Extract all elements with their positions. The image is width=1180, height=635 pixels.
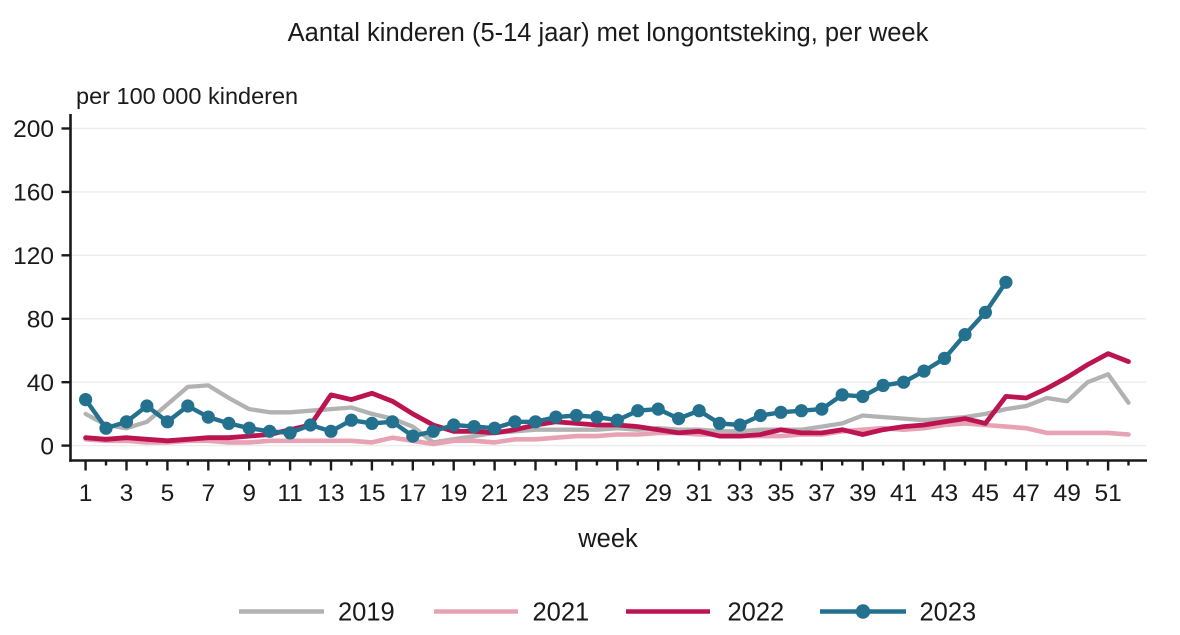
svg-text:7: 7	[201, 480, 215, 507]
svg-text:25: 25	[563, 480, 590, 507]
svg-text:2021: 2021	[533, 599, 590, 627]
svg-text:21: 21	[481, 480, 508, 507]
svg-text:43: 43	[931, 480, 958, 507]
svg-text:Aantal kinderen (5-14 jaar) me: Aantal kinderen (5-14 jaar) met longonts…	[288, 19, 929, 47]
svg-text:3: 3	[120, 480, 134, 507]
svg-text:13: 13	[317, 480, 344, 507]
svg-text:per 100 000 kinderen: per 100 000 kinderen	[76, 83, 298, 109]
svg-text:0: 0	[40, 433, 54, 460]
svg-text:2022: 2022	[728, 599, 785, 627]
svg-text:15: 15	[358, 480, 385, 507]
svg-text:week: week	[577, 525, 638, 553]
svg-text:5: 5	[161, 480, 175, 507]
svg-text:27: 27	[604, 480, 631, 507]
svg-text:39: 39	[849, 480, 876, 507]
svg-text:160: 160	[13, 180, 54, 207]
svg-text:2019: 2019	[338, 599, 395, 627]
svg-text:19: 19	[440, 480, 467, 507]
svg-text:40: 40	[27, 370, 54, 397]
svg-text:35: 35	[767, 480, 794, 507]
svg-text:51: 51	[1094, 480, 1121, 507]
svg-text:2023: 2023	[920, 599, 977, 627]
svg-text:31: 31	[685, 480, 712, 507]
svg-text:120: 120	[13, 243, 54, 270]
svg-text:41: 41	[890, 480, 917, 507]
svg-text:33: 33	[726, 480, 753, 507]
svg-text:200: 200	[13, 116, 54, 143]
svg-text:23: 23	[522, 480, 549, 507]
svg-text:45: 45	[972, 480, 999, 507]
svg-text:17: 17	[399, 480, 426, 507]
svg-text:11: 11	[277, 480, 302, 507]
svg-text:29: 29	[645, 480, 672, 507]
svg-text:1: 1	[79, 480, 93, 507]
svg-text:49: 49	[1054, 480, 1081, 507]
svg-text:80: 80	[27, 307, 54, 334]
svg-text:47: 47	[1013, 480, 1040, 507]
svg-text:9: 9	[242, 480, 256, 507]
svg-text:37: 37	[808, 480, 835, 507]
